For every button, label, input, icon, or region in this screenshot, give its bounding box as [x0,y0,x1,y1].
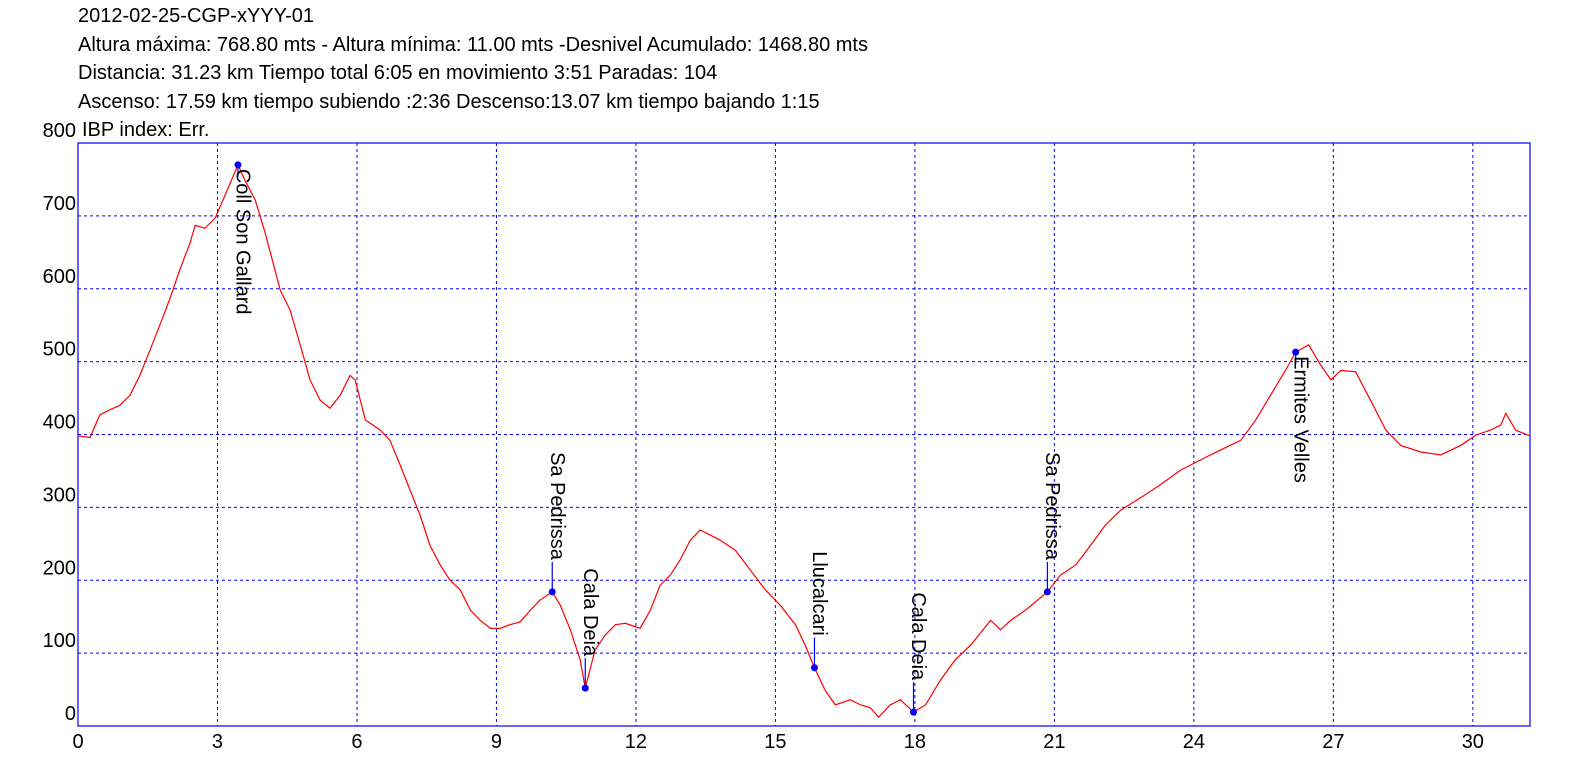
waypoint [909,708,917,716]
x-tick-label: 30 [1462,731,1484,753]
waypoint-label: Llucalcari [808,551,830,635]
waypoint-label: Sa Pedrissa [1041,452,1063,561]
subtitle: IBP index: Err. [82,119,209,141]
waypoint [1292,348,1300,356]
waypoint [548,588,556,596]
x-tick-label: 27 [1322,731,1344,753]
y-tick-label: 600 [43,266,76,288]
waypoint-label: Cala Deia [907,592,929,681]
y-tick-label: 200 [43,557,76,579]
x-tick-label: 9 [491,731,502,753]
plot-frame [77,142,1531,727]
waypoint [581,684,589,692]
subtitle: Altura máxima: 768.80 mts - Altura mínim… [78,34,868,56]
y-tick-label: 100 [43,630,76,652]
x-tick-label: 18 [904,731,926,753]
subtitle: Ascenso: 17.59 km tiempo subiendo :2:36 … [78,91,820,113]
y-tick-label: 800 [43,120,76,142]
chart-title: 2012-02-25-CGP-xYYY-01 [78,5,314,27]
x-tick-label: 3 [212,731,223,753]
waypoint [1043,588,1051,596]
x-tick-label: 21 [1043,731,1065,753]
waypoint-label: Ermites Velles [1289,356,1311,483]
waypoint-label: Cala Deia [579,568,601,657]
subtitle: Distancia: 31.23 km Tiempo total 6:05 en… [78,62,717,84]
y-tick-label: 400 [43,412,76,434]
x-tick-label: 6 [351,731,362,753]
x-tick-label: 24 [1183,731,1205,753]
y-tick-label: 300 [43,484,76,506]
x-tick-label: 0 [72,731,83,753]
x-tick-label: 12 [625,731,647,753]
x-tick-label: 15 [764,731,786,753]
waypoint-label: Coll Son Gallard [232,169,254,315]
y-tick-label: 0 [65,703,76,725]
waypoint [810,664,818,672]
waypoint-label: Sa Pedrissa [546,452,568,561]
elevation-line [77,163,1531,719]
y-tick-label: 700 [43,193,76,215]
waypoint [234,161,242,169]
y-tick-label: 500 [43,339,76,361]
